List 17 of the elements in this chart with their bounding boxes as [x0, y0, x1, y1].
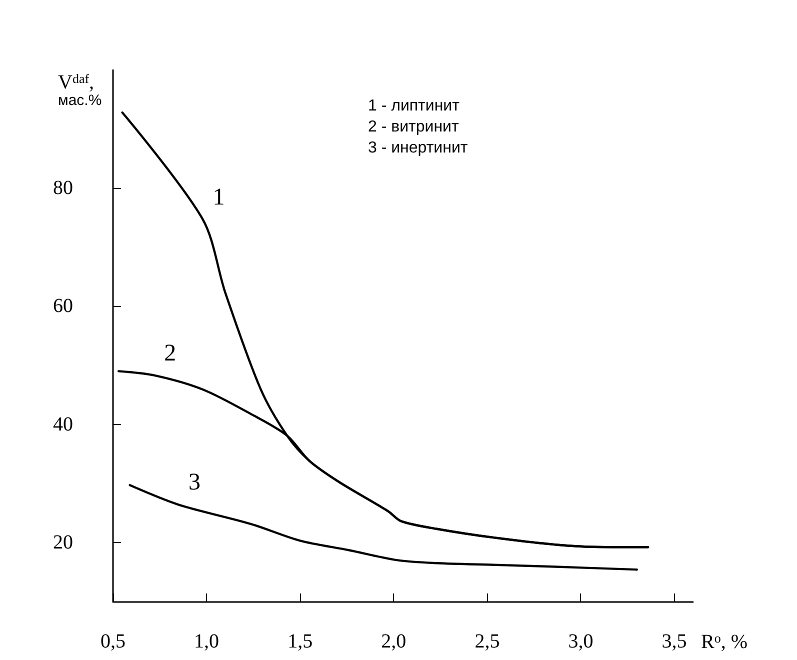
- x-tick-label: 3,0: [568, 630, 594, 652]
- y-tick-label: 40: [53, 413, 73, 436]
- y-tick-label: 80: [53, 177, 73, 200]
- annotation: 2 - витринит: [368, 118, 460, 136]
- x-tick-label: 1,0: [194, 630, 220, 652]
- x-tick-label: 2,0: [381, 630, 406, 652]
- series-label: 1: [212, 184, 225, 210]
- y-tick-label: 60: [53, 295, 73, 318]
- x-tick-label: 1,5: [288, 630, 313, 652]
- series-label: 2: [164, 340, 176, 366]
- x-tick-label: 2,5: [474, 630, 500, 652]
- x-tick-label: 3,5: [662, 630, 687, 652]
- series-label: 3: [188, 470, 200, 496]
- annotation: 1 - липтинит: [368, 98, 460, 114]
- x-tick-label: 0,5: [100, 630, 126, 652]
- y-tick-label: 20: [53, 531, 73, 554]
- annotation: 3 - инертинит: [368, 140, 468, 156]
